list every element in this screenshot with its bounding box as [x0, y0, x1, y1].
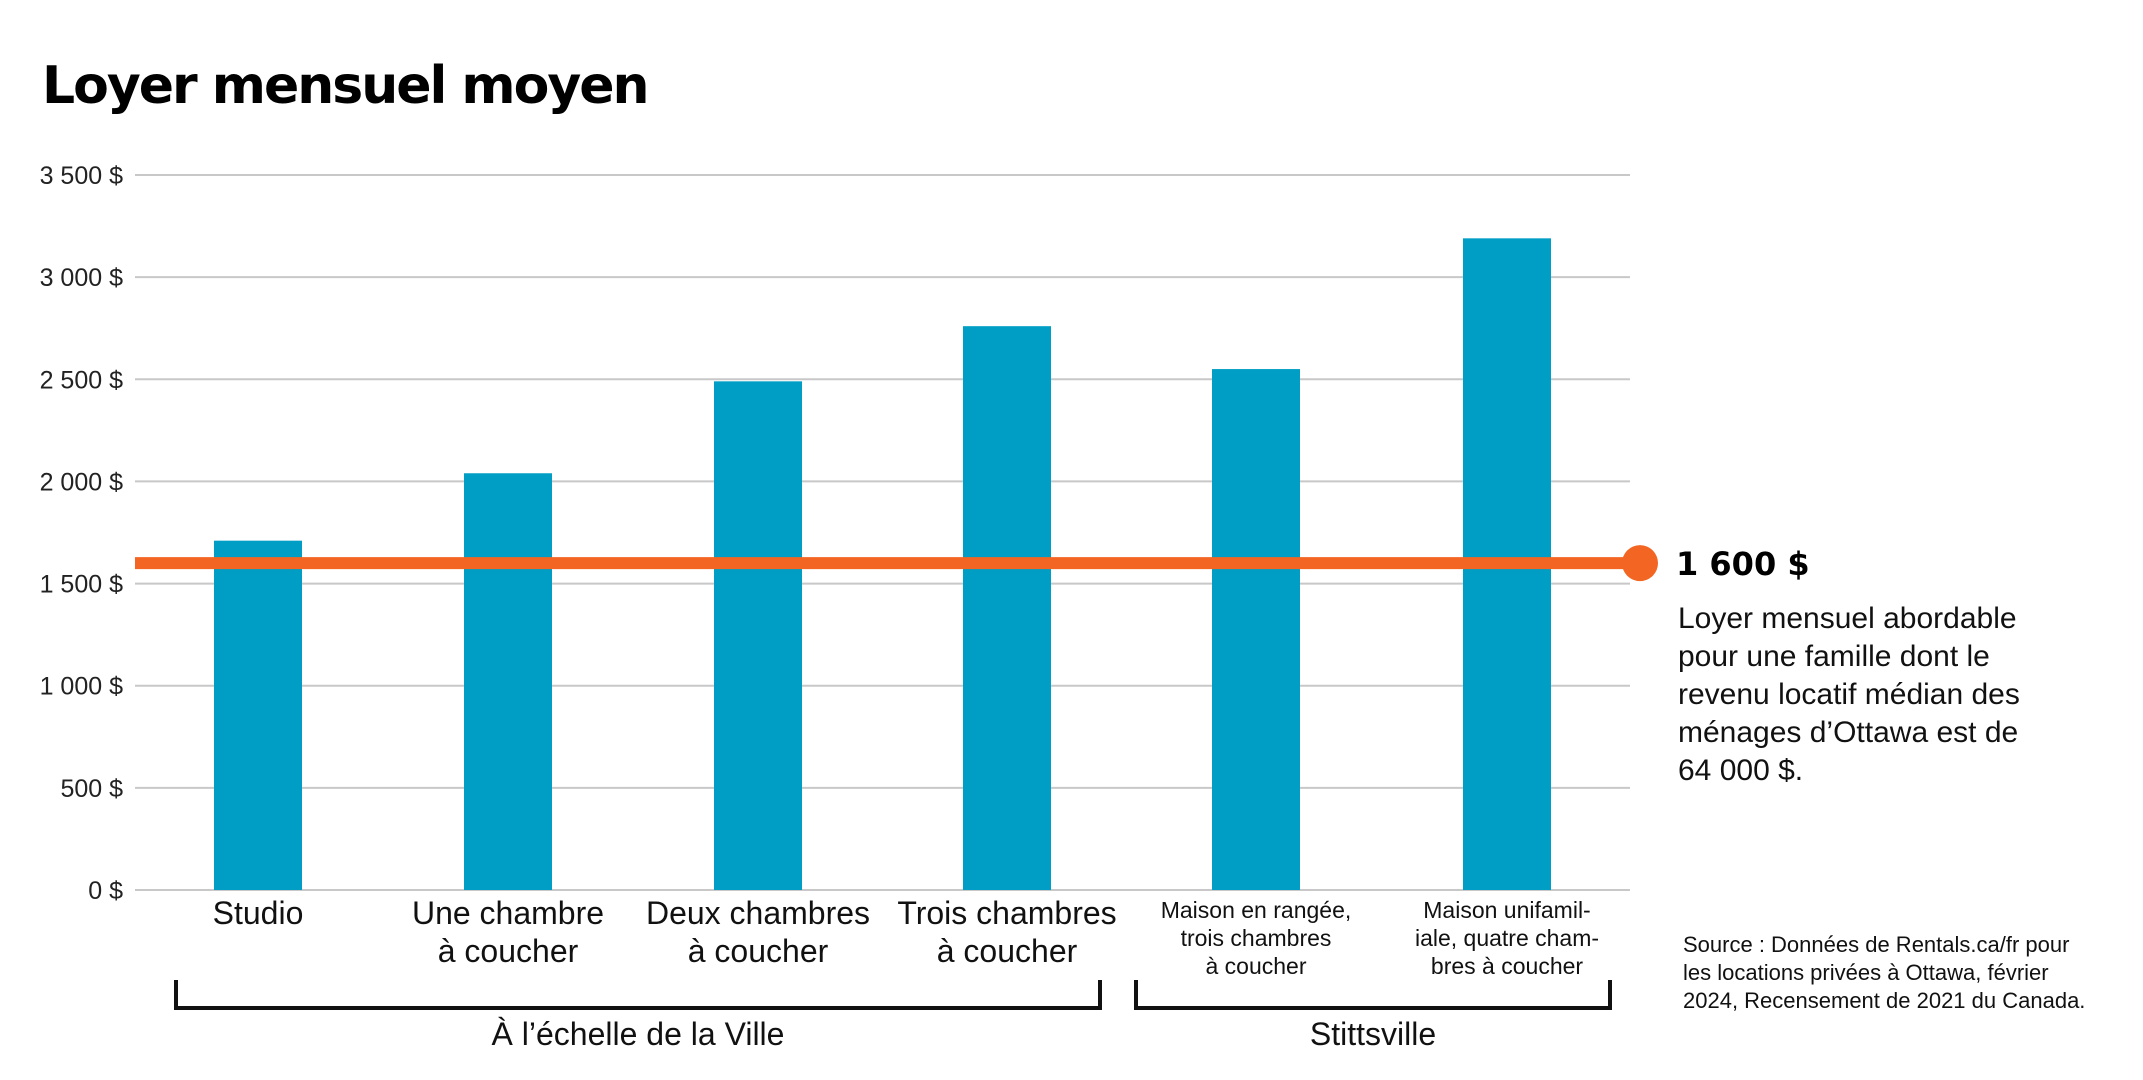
- source-note: Source : Données de Rentals.ca/fr pour le…: [1683, 932, 2085, 1013]
- x-tick-label: à coucher: [438, 933, 579, 969]
- bar: [464, 473, 552, 890]
- x-tick-label: Maison unifamil-: [1423, 897, 1590, 923]
- bar: [714, 381, 802, 890]
- chart-title: Loyer mensuel moyen: [42, 56, 648, 116]
- group-label: À l’échelle de la Ville: [492, 1016, 785, 1052]
- category-groups: À l’échelle de la Ville Stittsville: [174, 980, 1612, 1052]
- reference-description-line: Loyer mensuel abordable: [1678, 602, 2017, 635]
- x-tick-label: Deux chambres: [646, 895, 870, 931]
- group-bracket: [174, 980, 1102, 1010]
- reference-description-line: pour une famille dont le: [1678, 640, 1990, 673]
- bar: [963, 326, 1051, 891]
- x-tick-label: Maison en rangée,: [1161, 897, 1352, 923]
- y-tick-label: 500 $: [60, 775, 123, 803]
- reference-dot: [1622, 545, 1658, 582]
- source-line: les locations privées à Ottawa, février: [1683, 960, 2049, 985]
- y-tick-label: 3 500 $: [40, 162, 124, 190]
- bar: [1212, 369, 1300, 891]
- source-line: 2024, Recensement de 2021 du Canada.: [1683, 988, 2085, 1013]
- y-tick-label: 1 000 $: [40, 673, 124, 701]
- y-tick-label: 3 000 $: [40, 264, 124, 292]
- reference-description-line: 64 000 $.: [1678, 754, 1803, 787]
- grid: 0 $ 500 $ 1 000 $ 1 500 $ 2 000 $ 2 500 $ 3 00…: [40, 162, 1630, 905]
- source-line: Source : Données de Rentals.ca/fr pour: [1683, 932, 2069, 957]
- x-tick-label: trois chambres: [1181, 925, 1332, 951]
- x-tick-label: à coucher: [937, 933, 1078, 969]
- x-tick-label: Une chambre: [412, 895, 604, 931]
- x-tick-label: à coucher: [688, 933, 829, 969]
- y-tick-label: 2 500 $: [40, 366, 124, 394]
- y-tick-label: 1 500 $: [40, 571, 124, 599]
- bar: [214, 540, 302, 890]
- x-tick-label: Trois chambres: [897, 895, 1116, 931]
- reference-description-line: revenu locatif médian des: [1678, 678, 2020, 711]
- reference-value-label: 1 600 $: [1676, 545, 1810, 583]
- group-label: Stittsville: [1310, 1016, 1436, 1052]
- x-tick-label: à coucher: [1205, 953, 1306, 979]
- reference-line-group: 1 600 $: [135, 545, 1810, 583]
- reference-description-line: ménages d’Ottawa est de: [1678, 716, 2018, 749]
- x-tick-label: iale, quatre cham-: [1415, 925, 1599, 951]
- x-tick-label: Studio: [213, 895, 304, 931]
- y-tick-label: 2 000 $: [40, 468, 124, 496]
- x-tick-label: bres à coucher: [1431, 953, 1583, 979]
- group-bracket: [1134, 980, 1612, 1010]
- y-tick-label: 0 $: [88, 877, 123, 905]
- reference-annotation: Loyer mensuel abordable pour une famille …: [1678, 602, 2020, 787]
